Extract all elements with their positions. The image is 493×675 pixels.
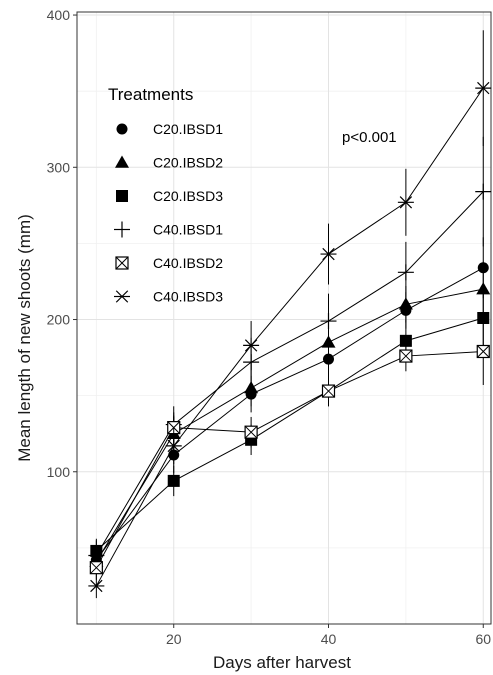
circle-marker-shape [116, 123, 128, 135]
legend-label: C40.IBSD1 [153, 222, 223, 238]
legend-label: C40.IBSD2 [153, 255, 223, 271]
series-c20-ibsd3 [90, 290, 490, 564]
data-point [243, 339, 260, 352]
series-line [96, 317, 484, 552]
series-line [95, 87, 484, 587]
square-x-marker-diag2 [115, 256, 129, 270]
y-tick-label: 100 [47, 464, 71, 480]
triangle-marker-shape [244, 381, 259, 394]
data-point [244, 425, 258, 439]
y-tick-label: 300 [47, 159, 71, 175]
square-marker-shape [167, 474, 180, 487]
asterisk-marker-d2 [322, 247, 335, 261]
data-point [475, 183, 492, 200]
series-line [95, 288, 484, 562]
asterisk-marker-d2 [477, 81, 490, 95]
asterisk-marker-d2 [399, 196, 413, 209]
data-point [475, 81, 492, 95]
series-c40-ibsd1 [88, 136, 492, 571]
data-point [320, 313, 337, 330]
data-point [321, 384, 336, 398]
series-c40-ibsd3 [88, 30, 492, 599]
series-c40-ibsd2 [89, 318, 490, 580]
legend-item: C20.IBSD1 [116, 121, 223, 137]
legend-label: C20.IBSD2 [153, 155, 223, 171]
x-axis-title: Days after harvest [213, 653, 351, 672]
series-group [88, 30, 492, 599]
legend: Treatments C20.IBSD1 C20.IBSD2 C20.IBSD3 C4… [108, 85, 223, 305]
legend-item: C20.IBSD3 [116, 188, 223, 204]
data-point [167, 474, 180, 487]
y-axis-title: Mean length of new shoots (mm) [15, 214, 34, 462]
square-x-marker-diag2 [89, 561, 103, 575]
series-line [95, 350, 484, 568]
y-tick-label: 400 [47, 7, 71, 23]
legend-key [115, 155, 129, 168]
series-c20-ibsd2 [89, 261, 491, 574]
plot-panel-border [76, 11, 492, 625]
series-line [95, 267, 484, 561]
y-tick-label: 200 [47, 312, 71, 328]
legend-key [114, 290, 130, 303]
triangle-marker-shape [398, 297, 413, 310]
data-point [165, 439, 182, 453]
data-point [397, 196, 414, 209]
data-point [89, 561, 103, 575]
data-point [476, 344, 490, 359]
axis-ticks: 100 200 300 400 20 40 60 [47, 7, 492, 647]
legend-key [116, 190, 128, 202]
legend-key [116, 123, 128, 135]
data-point [244, 381, 259, 394]
data-point [476, 282, 491, 295]
legend-item: C40.IBSD1 [114, 221, 223, 238]
asterisk-marker-d2 [167, 439, 180, 453]
legend-title: Treatments [108, 85, 193, 104]
square-x-marker-diag2 [399, 349, 413, 363]
triangle-marker-shape [115, 155, 129, 168]
legend-label: C20.IBSD1 [153, 121, 223, 137]
legend-label: C40.IBSD3 [153, 289, 223, 305]
square-x-marker-diag2 [322, 384, 335, 398]
triangle-marker-shape [476, 282, 491, 295]
legend-item: C20.IBSD2 [115, 155, 223, 171]
asterisk-marker-d2 [244, 339, 258, 352]
data-point [320, 247, 337, 261]
significance-annotation: p<0.001 [342, 129, 397, 146]
series-line [95, 191, 484, 556]
series-c20-ibsd1 [90, 237, 489, 573]
data-point [398, 297, 413, 310]
legend-key [115, 256, 129, 270]
data-point [88, 579, 105, 593]
square-marker-shape [116, 190, 128, 202]
legend-item: C40.IBSD2 [115, 255, 223, 271]
x-tick-label: 40 [321, 631, 337, 647]
legend-key [114, 221, 130, 238]
x-tick-label: 20 [166, 631, 182, 647]
legend-item: C40.IBSD3 [114, 289, 223, 305]
asterisk-marker-d2 [90, 579, 103, 593]
data-point [397, 264, 414, 281]
x-tick-label: 60 [475, 631, 491, 647]
legend-label: C20.IBSD3 [153, 188, 223, 204]
data-point [399, 349, 413, 363]
square-x-marker-diag2 [476, 345, 490, 358]
square-x-marker-diag2 [244, 425, 258, 439]
asterisk-marker-d2 [115, 290, 129, 303]
